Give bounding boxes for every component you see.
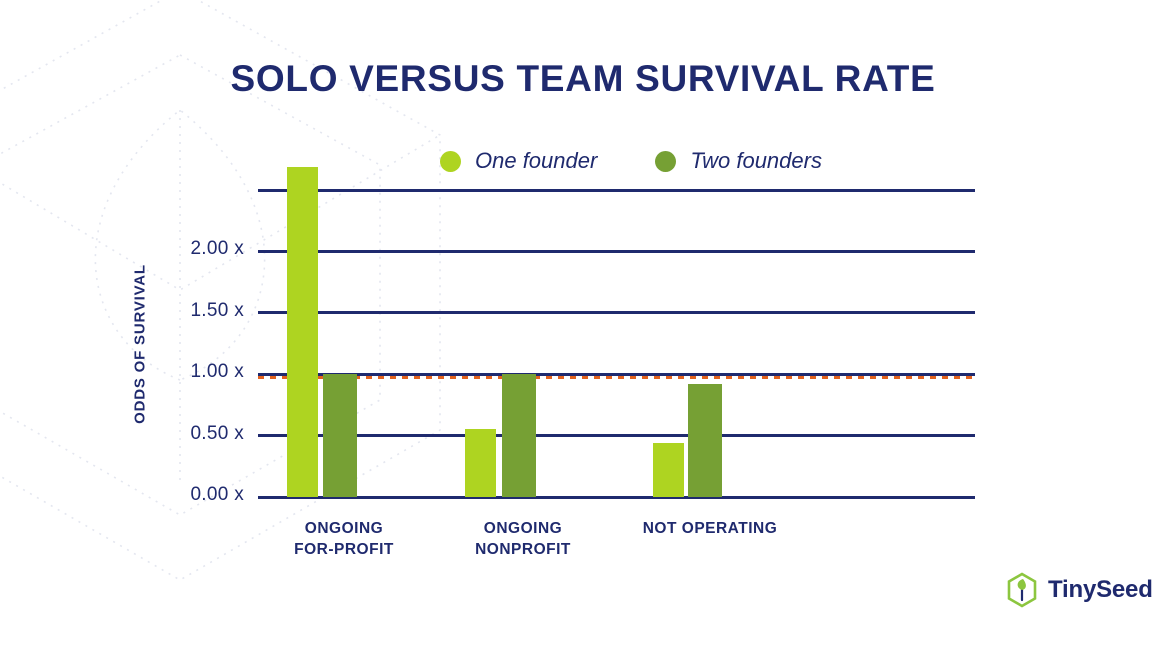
y-axis-tick: 1.50 x [190, 299, 244, 321]
bar-two-founders-2[interactable] [688, 384, 722, 497]
y-axis-tick: 1.00 x [190, 361, 244, 383]
gridline [258, 495, 975, 499]
gridline [258, 311, 975, 315]
plot-area [258, 166, 975, 499]
bar-one-founder-2[interactable] [653, 442, 684, 497]
x-axis-category-1: ONGOING NONPROFIT [433, 518, 613, 560]
bar-two-founders-1[interactable] [502, 374, 536, 497]
y-axis-tick: 2.00 x [190, 238, 244, 260]
logo-wordmark: TinySeed [1048, 576, 1153, 603]
gridline [258, 372, 975, 376]
x-axis-category-line: NONPROFIT [475, 541, 571, 558]
page-title: SOLO VERSUS TEAM SURVIVAL RATE [230, 58, 936, 99]
legend-item-one-founder[interactable]: One founder [440, 148, 597, 174]
x-axis-category-line: ONGOING [483, 520, 563, 537]
x-axis-category-labels: ONGOING FOR-PROFIT ONGOING NONPROFIT NOT OPE… [258, 518, 975, 578]
gridline [258, 434, 975, 438]
y-axis-title-label: ODDS OF SURVIVAL [131, 263, 149, 424]
legend-label-one-founder: One founder [475, 148, 598, 173]
chart-legend: One founder Two founders [440, 148, 822, 174]
tinyseed-logo[interactable]: TinySeed [1005, 572, 1153, 608]
seed-hexagon-icon [1007, 572, 1037, 608]
y-axis-title: ODDS OF SURVIVAL [128, 190, 152, 497]
legend-swatch-one-founder [440, 150, 461, 172]
gridline [258, 249, 975, 253]
legend-item-two-founders[interactable]: Two founders [655, 148, 822, 174]
y-axis-tick: 0.50 x [190, 422, 244, 444]
legend-label-two-founders: Two founders [690, 148, 822, 173]
x-axis-category-0: ONGOING FOR-PROFIT [254, 518, 434, 560]
x-axis-category-line: ONGOING [304, 520, 384, 537]
y-axis-tick-labels: 0.00 x 0.50 x 1.00 x 1.50 x 2.00 x [168, 0, 244, 629]
gridline [258, 188, 975, 192]
x-axis-category-2: NOT OPERATING [620, 518, 800, 539]
reference-line-1x [258, 376, 975, 380]
x-axis-category-line: FOR-PROFIT [294, 541, 394, 558]
y-axis-tick: 0.00 x [190, 484, 244, 505]
bar-two-founders-0[interactable] [323, 374, 357, 497]
bar-one-founder-0[interactable] [287, 166, 318, 497]
x-axis-category-line: NOT OPERATING [642, 520, 778, 537]
legend-swatch-two-founders [655, 150, 677, 172]
bar-one-founder-1[interactable] [465, 429, 496, 497]
